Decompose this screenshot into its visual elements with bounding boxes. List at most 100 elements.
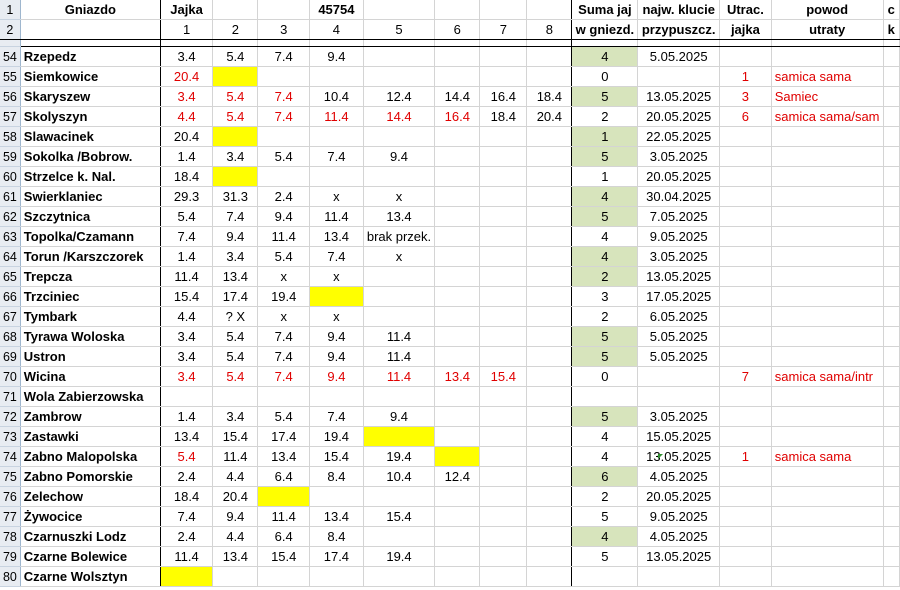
- empty-cell[interactable]: [434, 0, 481, 20]
- nest-name-cell[interactable]: Trzciniec: [20, 286, 161, 307]
- egg-date-cell[interactable]: [526, 286, 573, 307]
- egg-date-cell[interactable]: 7.4: [257, 106, 310, 127]
- row-number[interactable]: 57: [0, 106, 21, 127]
- egg-date-cell[interactable]: [526, 546, 573, 567]
- row-number[interactable]: 59: [0, 146, 21, 167]
- egg-sum-cell[interactable]: 5: [571, 206, 639, 227]
- row-number[interactable]: 74: [0, 446, 21, 467]
- egg-column-2[interactable]: 2: [212, 19, 259, 40]
- hatch-date-cell[interactable]: [637, 66, 721, 87]
- hatch-date-cell[interactable]: 5.05.2025: [637, 346, 721, 367]
- egg-sum-cell[interactable]: 4: [571, 226, 639, 247]
- egg-date-cell[interactable]: [363, 526, 436, 547]
- egg-date-cell[interactable]: x: [363, 246, 436, 267]
- egg-date-cell[interactable]: 1.4: [160, 146, 214, 167]
- egg-date-cell[interactable]: 7.4: [257, 86, 310, 107]
- egg-date-cell[interactable]: [526, 426, 573, 447]
- egg-date-cell[interactable]: 15.4: [309, 446, 364, 467]
- egg-date-cell[interactable]: 7.4: [309, 146, 364, 167]
- egg-date-cell[interactable]: 3.4: [160, 86, 214, 107]
- loss-reason-cell[interactable]: Samiec: [771, 86, 884, 107]
- egg-date-cell[interactable]: 20.4: [160, 126, 214, 147]
- egg-date-cell[interactable]: 14.4: [434, 86, 481, 107]
- egg-date-cell[interactable]: [363, 386, 436, 407]
- egg-date-cell[interactable]: 19.4: [363, 446, 436, 467]
- nest-name-cell[interactable]: Tymbark: [20, 306, 161, 327]
- hatch-date-cell[interactable]: 7.05.2025: [637, 206, 721, 227]
- loss-reason-cell[interactable]: [771, 346, 884, 367]
- egg-date-cell[interactable]: [363, 66, 436, 87]
- loss-reason-cell[interactable]: [771, 326, 884, 347]
- egg-date-cell[interactable]: 9.4: [363, 406, 436, 427]
- egg-date-cell[interactable]: [434, 146, 481, 167]
- egg-date-cell[interactable]: [526, 466, 573, 487]
- egg-date-cell[interactable]: x: [309, 266, 364, 287]
- egg-date-cell[interactable]: [257, 566, 310, 587]
- egg-date-cell[interactable]: [309, 566, 364, 587]
- cut-column-cell[interactable]: [883, 526, 900, 547]
- loss-reason-cell[interactable]: [771, 546, 884, 567]
- cut-column-cell[interactable]: [883, 226, 900, 247]
- loss-reason-cell[interactable]: [771, 426, 884, 447]
- column-title-utrac[interactable]: Utrac.: [719, 0, 772, 20]
- egg-date-cell[interactable]: 10.4: [363, 466, 436, 487]
- egg-sum-cell[interactable]: 4: [571, 246, 639, 267]
- cut-column-cell[interactable]: [883, 126, 900, 147]
- egg-date-cell[interactable]: 20.4: [212, 486, 259, 507]
- loss-reason-cell[interactable]: [771, 166, 884, 187]
- egg-date-cell[interactable]: 11.4: [363, 346, 436, 367]
- empty-cell[interactable]: [526, 0, 573, 20]
- lost-eggs-cell[interactable]: [719, 546, 772, 567]
- egg-date-cell[interactable]: [363, 266, 436, 287]
- hatch-date-cell[interactable]: 9.05.2025: [637, 226, 721, 247]
- hatch-date-cell[interactable]: [637, 386, 721, 407]
- row-number[interactable]: 80: [0, 566, 21, 587]
- row-number[interactable]: 64: [0, 246, 21, 267]
- egg-date-cell[interactable]: [434, 386, 481, 407]
- hatch-date-cell[interactable]: 13.05.2025: [637, 546, 721, 567]
- egg-date-cell[interactable]: [479, 526, 528, 547]
- cell-comment-marker[interactable]: [658, 454, 663, 459]
- cut-column-cell[interactable]: [883, 566, 900, 587]
- row-number[interactable]: 67: [0, 306, 21, 327]
- column-title-powod[interactable]: powod: [771, 0, 884, 20]
- hatch-date-cell[interactable]: [637, 366, 721, 387]
- lost-eggs-cell[interactable]: [719, 486, 772, 507]
- egg-date-cell[interactable]: 17.4: [257, 426, 310, 447]
- egg-date-cell[interactable]: [434, 266, 481, 287]
- egg-date-cell[interactable]: 5.4: [212, 326, 259, 347]
- row-number[interactable]: 72: [0, 406, 21, 427]
- nest-name-cell[interactable]: Tyrawa Woloska: [20, 326, 161, 347]
- cut-column-cell[interactable]: [883, 326, 900, 347]
- lost-eggs-cell[interactable]: [719, 226, 772, 247]
- egg-date-cell[interactable]: [479, 466, 528, 487]
- egg-date-cell[interactable]: [309, 166, 364, 187]
- egg-date-cell[interactable]: 18.4: [526, 86, 573, 107]
- egg-date-cell[interactable]: 29.3: [160, 186, 214, 207]
- row-number[interactable]: 73: [0, 426, 21, 447]
- egg-sum-cell[interactable]: 5: [571, 406, 639, 427]
- cut-column-cell[interactable]: [883, 426, 900, 447]
- nest-name-cell[interactable]: Topolka/Czamann: [20, 226, 161, 247]
- egg-date-cell[interactable]: 18.4: [160, 486, 214, 507]
- egg-sum-cell[interactable]: 5: [571, 546, 639, 567]
- loss-reason-cell[interactable]: [771, 466, 884, 487]
- cut-column-cell[interactable]: [883, 46, 900, 67]
- lost-eggs-cell[interactable]: 7: [719, 366, 772, 387]
- hatch-date-cell[interactable]: 20.05.2025: [637, 486, 721, 507]
- cut-column-cell[interactable]: [883, 386, 900, 407]
- egg-sum-cell[interactable]: [571, 386, 639, 407]
- cut-column-cell[interactable]: [883, 506, 900, 527]
- egg-date-cell[interactable]: [434, 226, 481, 247]
- egg-sum-cell[interactable]: 2: [571, 306, 639, 327]
- egg-date-cell[interactable]: [479, 446, 528, 467]
- row-number[interactable]: 79: [0, 546, 21, 567]
- egg-date-cell[interactable]: 14.4: [363, 106, 436, 127]
- egg-date-cell[interactable]: 13.4: [257, 446, 310, 467]
- egg-date-cell[interactable]: 2.4: [257, 186, 310, 207]
- egg-date-cell[interactable]: [479, 206, 528, 227]
- egg-sum-cell[interactable]: 1: [571, 166, 639, 187]
- row-number[interactable]: 1: [0, 0, 21, 20]
- egg-date-cell[interactable]: [160, 566, 214, 587]
- egg-column-8[interactable]: 8: [526, 19, 573, 40]
